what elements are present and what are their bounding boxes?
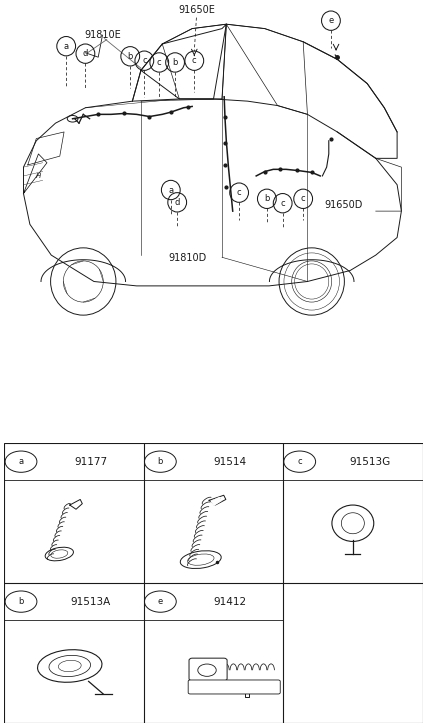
Text: 91514: 91514 <box>213 457 246 467</box>
Text: 91513G: 91513G <box>348 457 389 467</box>
Text: c: c <box>236 188 241 197</box>
Text: 91177: 91177 <box>74 457 107 467</box>
Text: a: a <box>168 185 173 195</box>
Text: a: a <box>18 457 23 466</box>
Text: 91650D: 91650D <box>324 199 362 209</box>
Text: b: b <box>172 58 177 67</box>
Text: c: c <box>300 194 305 204</box>
Text: 91412: 91412 <box>213 597 246 606</box>
Text: b: b <box>127 52 132 61</box>
Text: e: e <box>328 16 333 25</box>
Text: c: c <box>142 56 146 65</box>
FancyBboxPatch shape <box>188 680 279 694</box>
Text: 91810D: 91810D <box>168 253 207 263</box>
Text: b: b <box>157 457 163 466</box>
Text: c: c <box>192 56 196 65</box>
Text: 91810E: 91810E <box>84 30 121 39</box>
Text: d: d <box>83 49 88 58</box>
Text: H: H <box>36 173 41 179</box>
Text: a: a <box>63 41 69 51</box>
Polygon shape <box>211 497 220 505</box>
Text: c: c <box>157 58 161 67</box>
Text: c: c <box>296 457 301 466</box>
Text: d: d <box>174 198 179 206</box>
Text: b: b <box>18 597 23 606</box>
FancyBboxPatch shape <box>189 658 227 680</box>
Text: 91650E: 91650E <box>178 5 214 15</box>
Text: c: c <box>280 198 284 208</box>
Text: b: b <box>264 194 269 204</box>
Text: 91513A: 91513A <box>70 597 111 606</box>
Text: e: e <box>157 597 163 606</box>
